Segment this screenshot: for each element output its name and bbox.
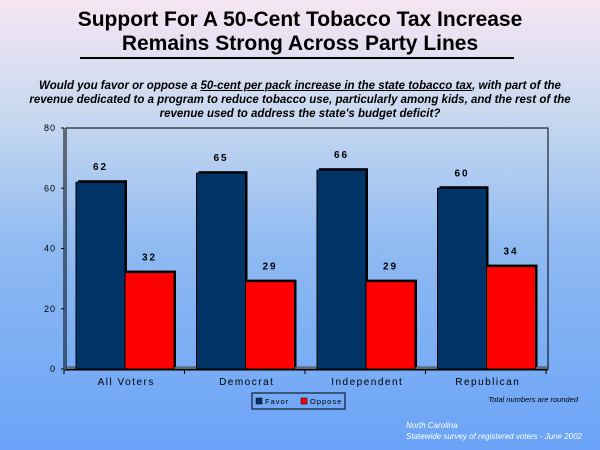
title-divider [80, 57, 514, 59]
data-label: 32 [142, 253, 157, 264]
footer-survey: Statewide survey of registered voters - … [406, 432, 583, 441]
legend-label-favor: Favor [265, 397, 289, 406]
bar-favor [75, 181, 126, 370]
y-tick-label: 20 [44, 304, 56, 314]
bar-oppose [124, 272, 175, 370]
data-label: 66 [334, 150, 349, 161]
data-label: 65 [213, 153, 228, 164]
bar-favor [437, 187, 487, 370]
data-label: 60 [454, 168, 469, 179]
y-tick-label: 80 [44, 123, 56, 133]
y-tick-label: 60 [44, 183, 56, 193]
question-underlined: 50-cent per pack increase in the state t… [200, 80, 473, 92]
data-label: 62 [93, 162, 108, 173]
rounding-note: Total numbers are rounded [488, 395, 578, 404]
data-label: 29 [383, 262, 398, 273]
bar-oppose [486, 266, 536, 370]
y-tick-label: 0 [50, 364, 56, 374]
survey-question: Would you favor or oppose a 50-cent per … [20, 79, 580, 121]
legend-swatch-oppose [300, 397, 308, 405]
data-label: 34 [503, 247, 518, 258]
question-post: , with part of the revenue dedicated to … [29, 80, 571, 120]
bar-favor [196, 172, 246, 370]
title-line-1: Support For A 50-Cent Tobacco Tax Increa… [77, 8, 523, 31]
footer-location: North Carolina [406, 421, 458, 430]
x-tick-label: All Voters [98, 377, 155, 388]
y-tick-label: 40 [44, 244, 56, 254]
x-tick-label: Democrat [219, 377, 274, 388]
bar-oppose [365, 281, 416, 370]
legend-label-oppose: Oppose [310, 397, 342, 406]
legend-swatch-favor [255, 397, 263, 405]
legend [251, 392, 346, 410]
title-line-2: Remains Strong Across Party Lines [121, 32, 479, 55]
floor [65, 366, 549, 370]
data-label: 29 [262, 262, 277, 273]
bar-favor [316, 169, 367, 370]
chart-title: Support For A 50-Cent Tobacco Tax Increa… [0, 8, 600, 56]
x-tick-label: Independent [331, 377, 403, 388]
bar-oppose [245, 281, 295, 370]
question-pre: Would you favor or oppose a [39, 80, 201, 92]
x-tick-label: Republican [455, 377, 520, 388]
